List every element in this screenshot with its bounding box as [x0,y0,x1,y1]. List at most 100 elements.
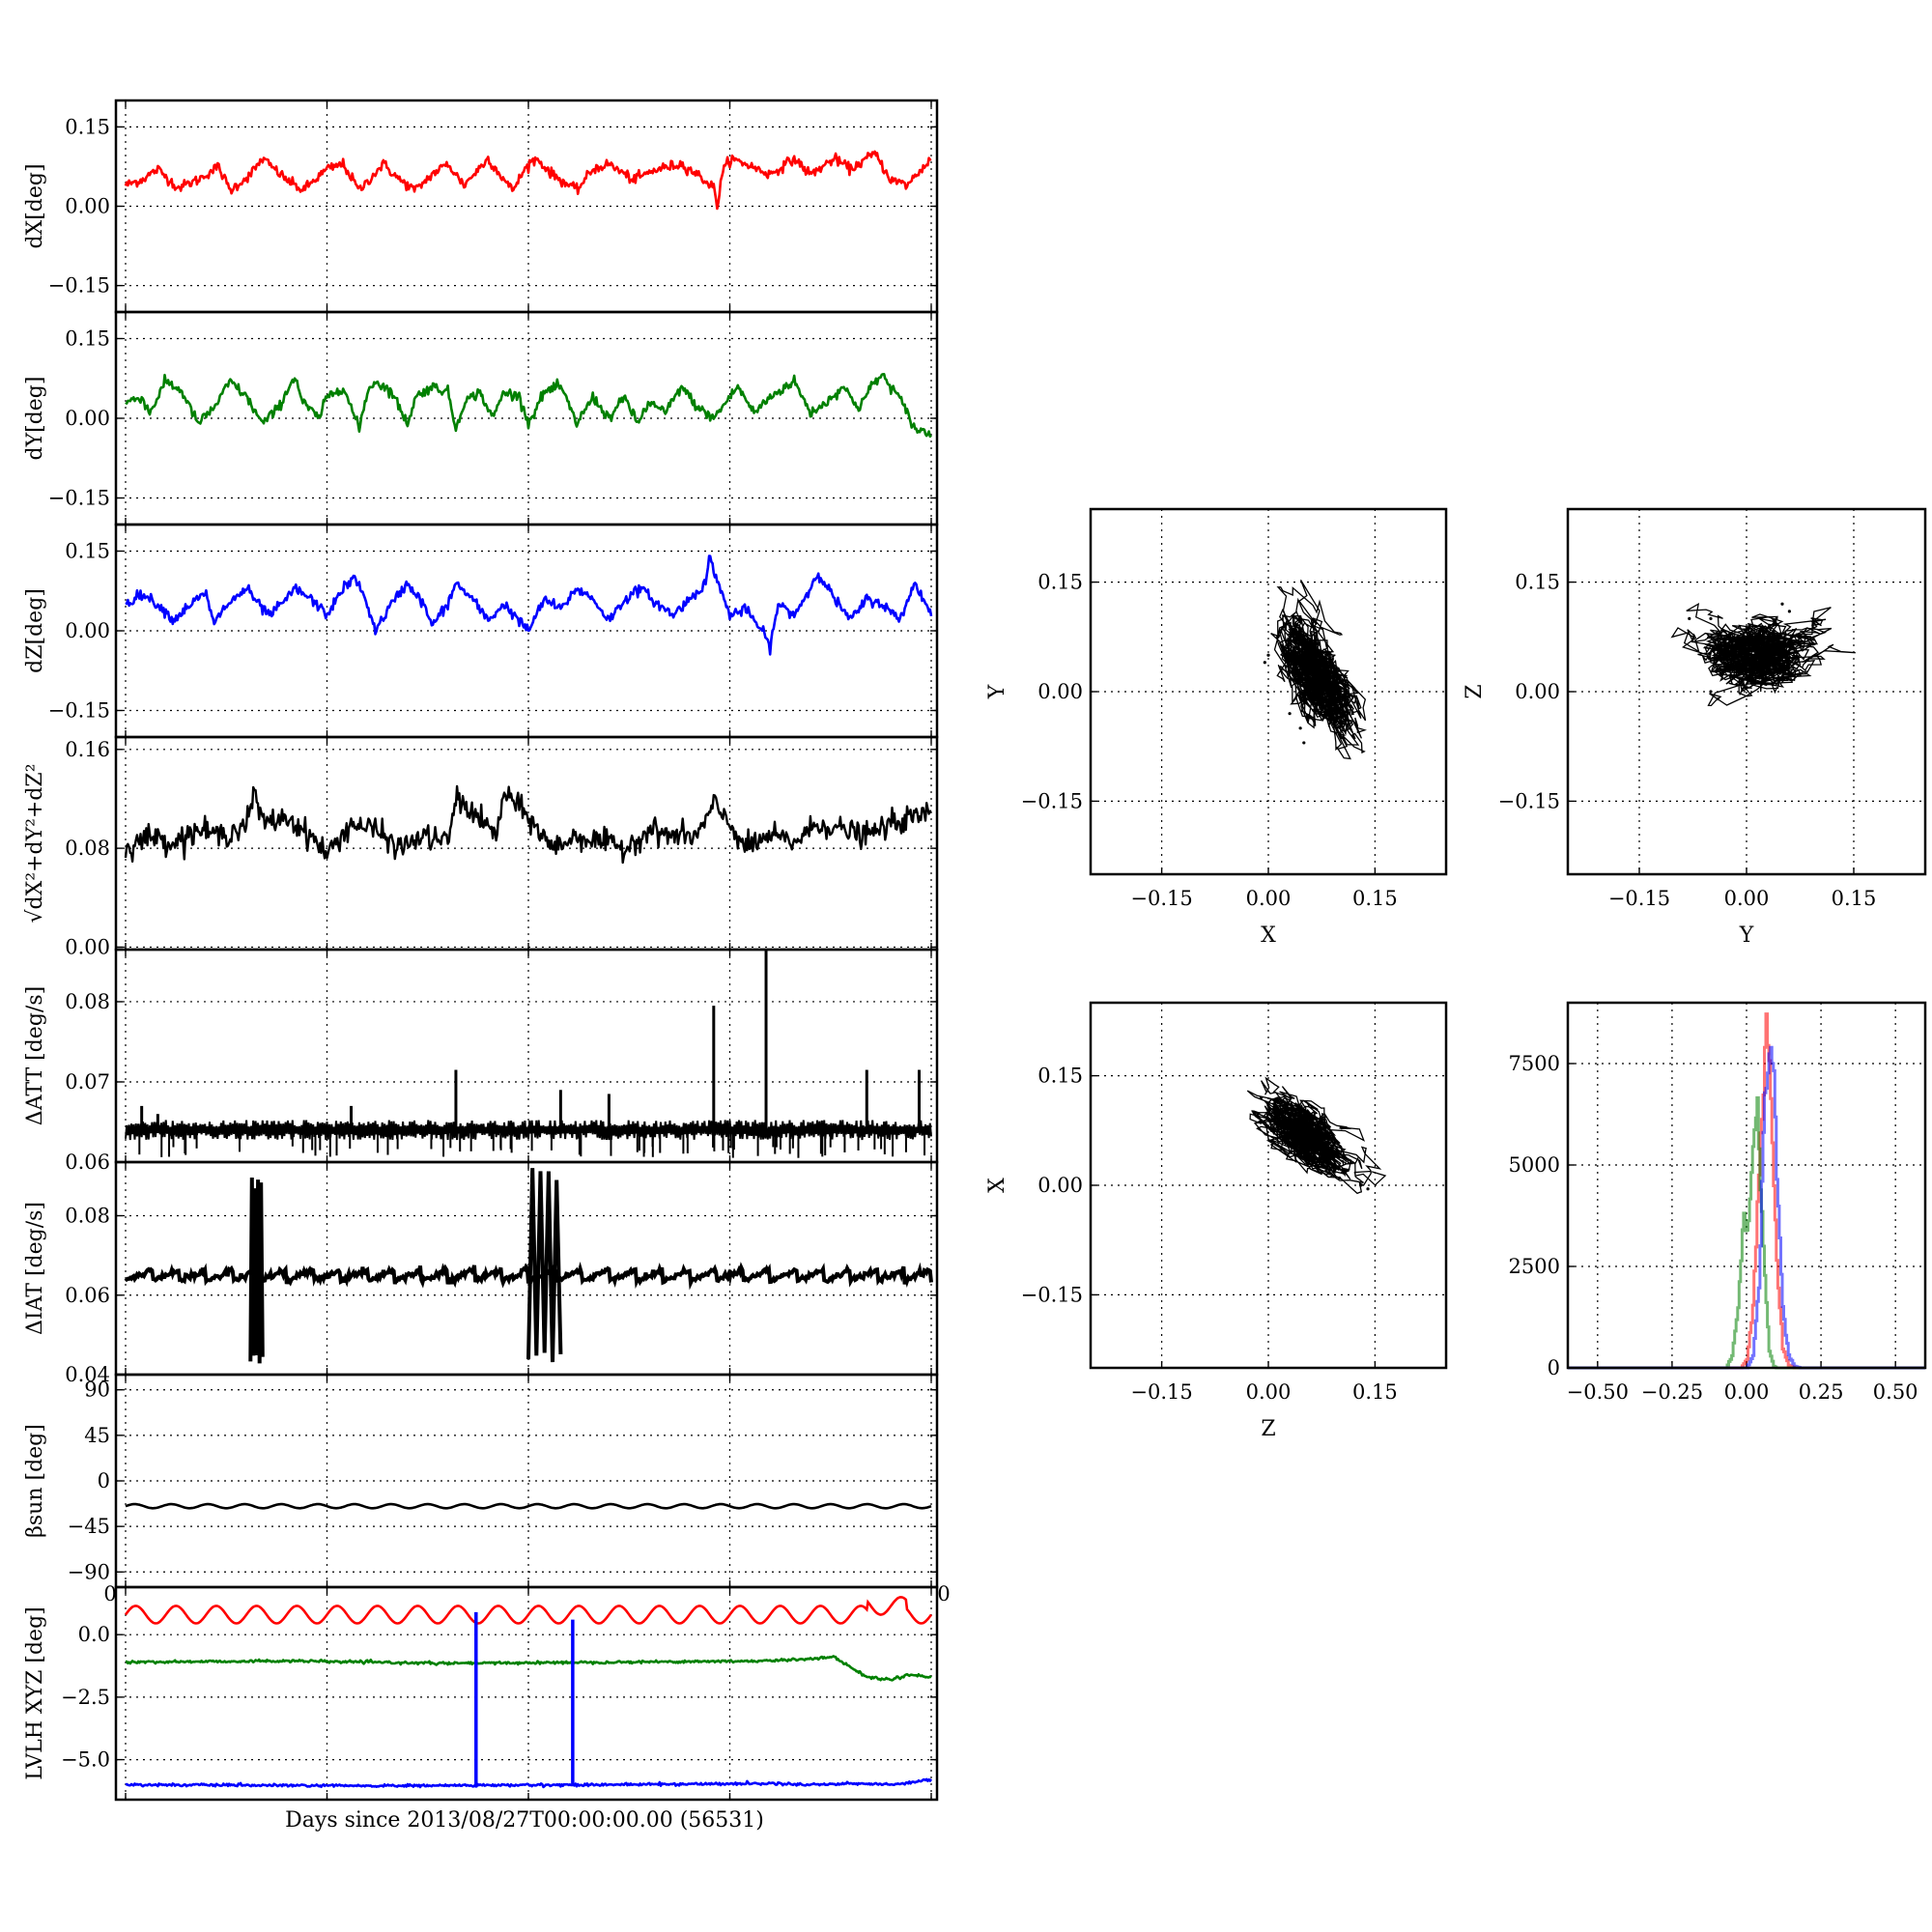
scatter-point [1260,1095,1264,1099]
y-axis-label: LVLH XYZ [deg] [23,1606,47,1780]
x-tick-label: −0.25 [1641,1380,1703,1404]
panel-dR: 0.00 0.08 0.16 √dX²+dY²+dZ² [23,735,939,958]
y-axis-label: dX[deg] [23,163,47,248]
scatter-point [1716,696,1719,701]
scatter-point [1263,661,1266,665]
scatter-trace [1670,602,1856,707]
x-tick-label: 0.15 [1352,1380,1398,1404]
x-tick-label: −0.15 [1130,887,1192,910]
scatter-point [1338,1176,1342,1180]
y-tick-label: 0.00 [1037,680,1083,703]
y-axis-label: βsun [deg] [23,1424,47,1538]
x-tick-label: 0.00 [1246,887,1292,910]
y-tick-label: 0.06 [65,1284,110,1307]
y-tick-label: 0.08 [65,1205,110,1228]
axes-frame [114,735,939,952]
y-tick-label: −45 [68,1515,110,1538]
series-group [124,1168,933,1364]
y-tick-label: 0.16 [65,738,110,761]
series-group [125,950,932,1158]
axes-frame [114,1585,939,1802]
x-tick-label: 0.15 [1832,887,1877,910]
y-tick-label: −0.15 [1498,789,1560,812]
y-tick-label: 0.00 [65,407,110,430]
y-tick-label: 0.00 [1515,680,1560,703]
y-tick-label: −90 [68,1560,110,1583]
panel-scatterYZ: −0.15 −0.15 0.00 0.00 0.15 0.15 Y Z [1463,507,1927,948]
y-tick-label: 45 [84,1424,110,1447]
y-tick-label: 0.15 [1037,1065,1083,1088]
series-line [124,150,932,211]
y-tick-label: 0 [1548,1356,1560,1379]
y-axis-label: √dX²+dY²+dZ² [23,763,47,923]
axes-frame [1089,507,1448,876]
scatter-point [1266,653,1270,657]
x-tick-label: −0.15 [1130,1380,1192,1404]
x-tick-label: 0.50 [1873,1380,1918,1404]
x-tick-label: 0.25 [1799,1380,1844,1404]
x-tick-label: 0.00 [1724,887,1770,910]
y-tick-label: 0.00 [1037,1174,1083,1197]
y-tick-label: 0.04 [65,1363,110,1386]
panel-hist: −0.50 −0.25 0.00 0.25 0.50 0 2500 5000 7500 [1509,1001,1927,1404]
y-tick-label: 0.0 [78,1623,110,1646]
y-tick-label: 0.15 [1515,571,1560,594]
y-tick-label: −0.15 [48,274,110,298]
x-tick-label: 0 [937,1582,950,1605]
scatter-point [1709,690,1713,694]
scatter-point [1780,602,1784,606]
y-axis-label: Y [985,684,1009,699]
x-axis-label: Y [1739,923,1754,948]
panel-scatterZX: −0.15 −0.15 0.00 0.00 0.15 0.15 Z X [985,1001,1448,1441]
x-axis-label: X [1261,923,1276,948]
y-tick-label: 0.15 [65,327,110,351]
scatter-point [1298,726,1302,730]
scatter-point [1359,1183,1363,1187]
panels: −0.150.000.15dX[deg]−0.150.000.15dY[deg]… [23,99,1927,1802]
panel-beta: −90 −45 0 45 90 βsun [deg] [23,1373,939,1589]
x-axis-label: Z [1261,1417,1275,1441]
axes-frame [1566,507,1927,876]
y-tick-label: 0.15 [1037,571,1083,594]
series-line [124,784,932,865]
y-tick-label: 0.00 [65,195,110,218]
y-axis-label: dZ[deg] [23,588,47,673]
series-line [125,373,932,439]
y-tick-label: 0.07 [65,1070,110,1094]
y-tick-label: 90 [84,1378,110,1402]
y-axis-label: X [985,1178,1009,1193]
y-tick-label: 5000 [1509,1153,1560,1177]
y-axis-label: Z [1463,684,1487,698]
series-group [125,554,933,656]
series-burst [526,1168,563,1363]
scatter-point [1302,741,1306,745]
axes-frame [1566,1001,1927,1370]
scatter-point [1288,712,1292,716]
series-line [125,554,933,656]
scatter-point [1688,616,1691,621]
y-tick-label: −0.15 [48,699,110,723]
y-tick-label: 0.08 [65,837,110,860]
panel-dZ: −0.15 0.00 0.15 dZ[deg] [23,523,939,739]
y-axis-label: ΔIAT [deg/s] [23,1202,47,1335]
x-tick-label: 0.15 [1352,887,1398,910]
y-tick-label: 0.06 [65,1151,110,1174]
panel-scatterXY: −0.15 −0.15 0.00 0.00 0.15 0.15 X Y [985,507,1448,948]
y-tick-label: 0.15 [65,540,110,563]
y-tick-label: 0.00 [65,935,110,958]
panel-dATT: 0.06 0.07 0.08 ΔATT [deg/s] [23,948,939,1174]
series-line [125,1655,932,1682]
series-group [125,1502,932,1510]
series-group [124,784,932,865]
panel-dIAT: 0.04 0.06 0.08 ΔIAT [deg/s] [23,1160,939,1386]
series-line [124,1596,933,1625]
y-tick-label: −0.15 [48,487,110,510]
series-group [124,1596,933,1789]
shared-x-axis-label: Days since 2013/08/27T00:00:00.00 (56531… [285,1808,764,1833]
x-tick-label: 0 [103,1582,116,1605]
y-tick-label: 2500 [1509,1255,1560,1278]
scatter-point [1787,610,1791,613]
series-burst [248,1177,265,1364]
y-axis-label: dY[deg] [23,377,47,461]
